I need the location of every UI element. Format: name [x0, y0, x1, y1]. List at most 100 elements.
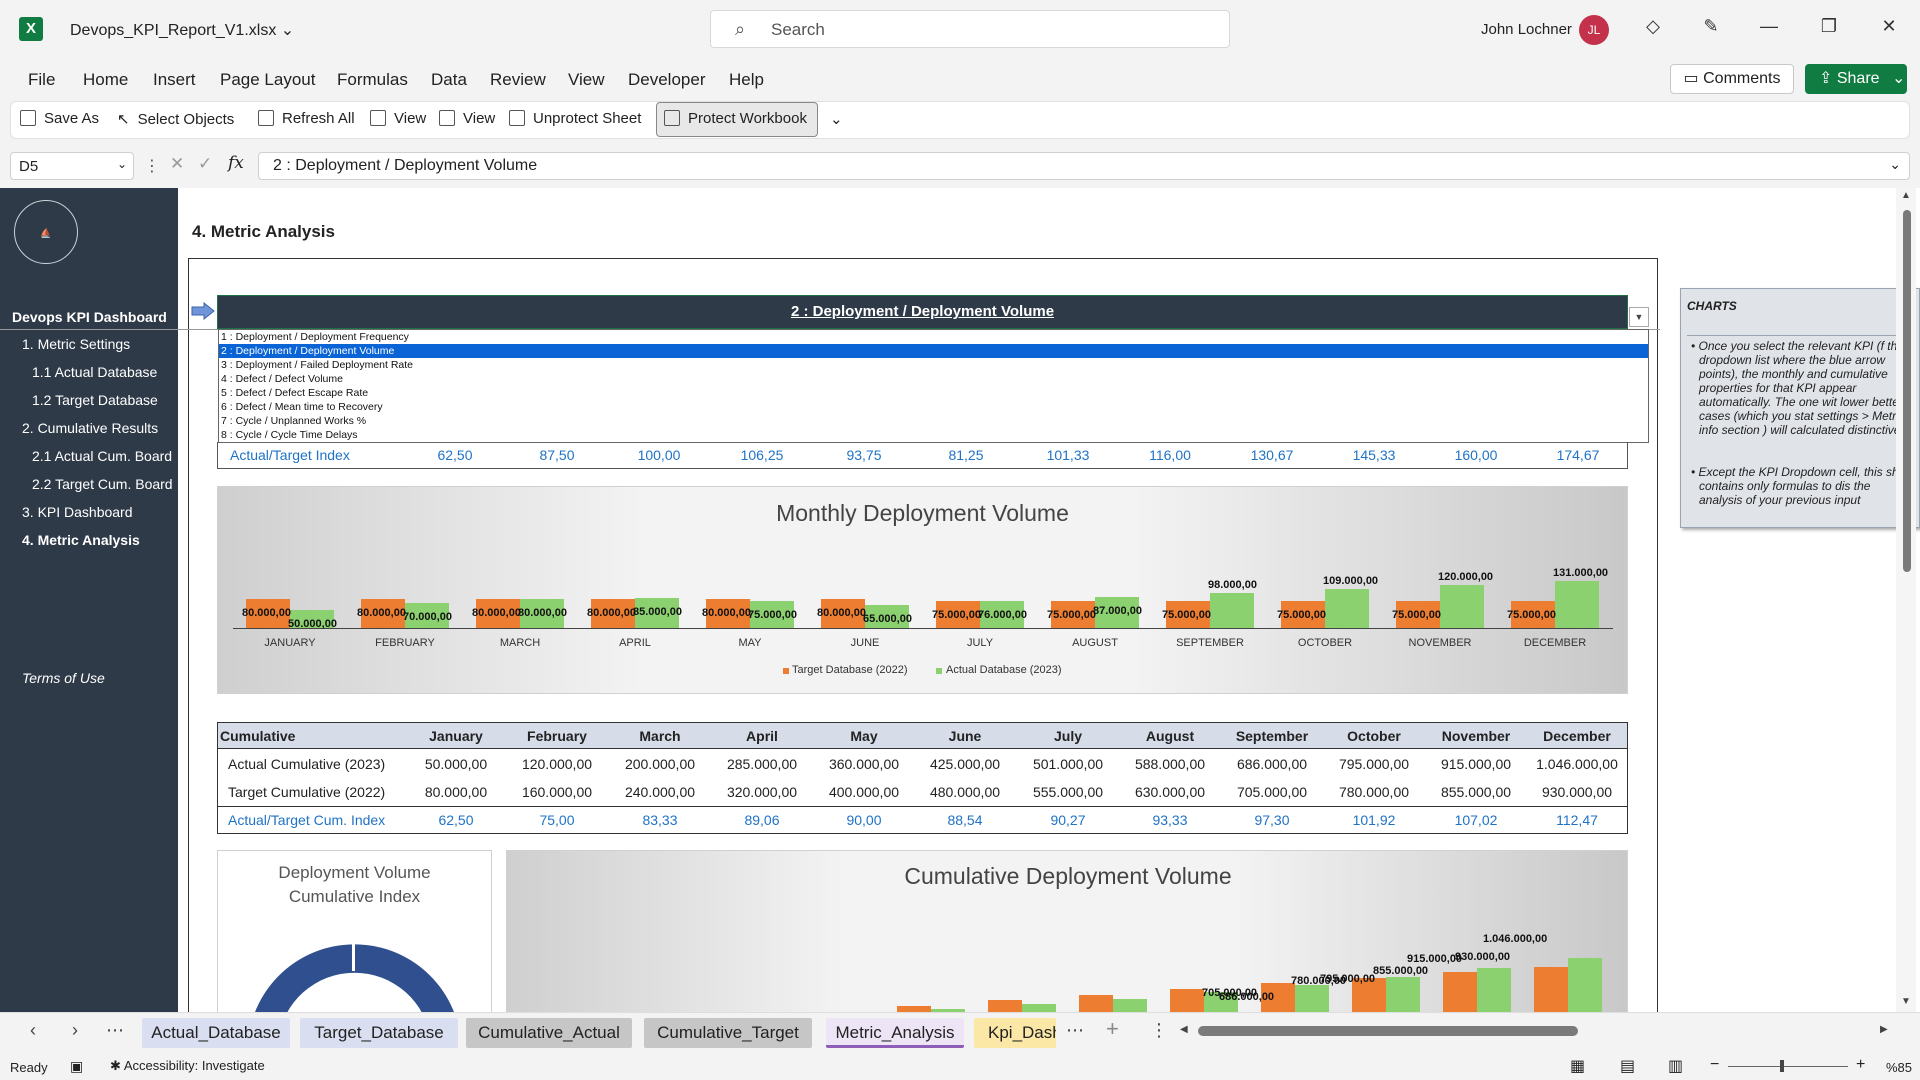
save-as-button[interactable]: Save As: [20, 110, 99, 127]
accessibility-status[interactable]: ✱ Accessibility: Investigate: [110, 1058, 265, 1074]
donut-chart-card[interactable]: Deployment Volume Cumulative Index: [217, 850, 492, 1020]
cum-index-cell: 107,02: [1454, 812, 1498, 828]
menu-help[interactable]: Help: [729, 70, 764, 89]
view-checkbox-2[interactable]: View: [439, 110, 495, 127]
tab-metric-analysis[interactable]: Metric_Analysis: [826, 1018, 964, 1048]
horizontal-scroll-thumb[interactable]: [1198, 1026, 1578, 1036]
table-cell: 588.000,00: [1134, 756, 1206, 772]
terms-of-use-link[interactable]: Terms of Use: [22, 670, 105, 686]
sidebar-item-kpi-dashboard[interactable]: 3. KPI Dashboard: [22, 504, 133, 520]
tab-kpi-dash[interactable]: Kpi_Dash: [974, 1018, 1056, 1048]
cum-target-bar: [897, 1006, 931, 1014]
page-layout-view-icon[interactable]: ▤: [1620, 1058, 1636, 1075]
share-button[interactable]: ⇪ Share ⌄: [1805, 64, 1907, 94]
tab-next-icon[interactable]: ›: [72, 1020, 78, 1040]
scroll-up-icon[interactable]: ▲: [1901, 190, 1911, 201]
target-bar: [591, 599, 635, 628]
actual-bar: [520, 599, 564, 628]
premium-diamond-icon[interactable]: ◇: [1646, 16, 1660, 36]
hscroll-left-icon[interactable]: ◀: [1180, 1024, 1188, 1035]
dropdown-option[interactable]: 8 : Cycle / Cycle Time Delays: [221, 429, 358, 441]
kpi-dropdown-list: 1 : Deployment / Deployment Frequency 2 …: [218, 329, 1649, 443]
cum-index-label: Actual/Target Cum. Index: [228, 812, 386, 828]
vertical-scroll-thumb[interactable]: [1903, 210, 1911, 572]
menu-home[interactable]: Home: [83, 70, 129, 89]
sidebar-item-target-cum-board[interactable]: 2.2 Target Cum. Board: [32, 476, 173, 492]
tab-target-database[interactable]: Target_Database: [300, 1018, 458, 1048]
sidebar-item-target-database[interactable]: 1.2 Target Database: [32, 392, 158, 408]
cumulative-table-header: [218, 723, 1627, 749]
confirm-check-icon[interactable]: ✓: [198, 154, 213, 173]
dropdown-arrow-icon[interactable]: ▼: [1629, 307, 1649, 327]
unprotect-sheet-button[interactable]: Unprotect Sheet: [509, 110, 641, 127]
restore-icon[interactable]: ❐: [1820, 16, 1838, 36]
dropdown-option[interactable]: 5 : Defect / Defect Escape Rate: [221, 387, 369, 399]
page-break-view-icon[interactable]: ▥: [1668, 1058, 1684, 1075]
target-data-label: 75.000,00: [1162, 609, 1211, 621]
refresh-all-button[interactable]: Refresh All: [258, 110, 355, 127]
search-box[interactable]: ⌕ Search: [710, 10, 1230, 48]
tab-prev-icon[interactable]: ‹: [30, 1020, 36, 1040]
expand-formula-icon[interactable]: ⌄: [1889, 156, 1901, 172]
file-name-dropdown[interactable]: Devops_KPI_Report_V1.xlsx ⌄: [70, 20, 294, 40]
menu-file[interactable]: File: [28, 70, 56, 89]
dropdown-option-selected[interactable]: 2 : Deployment / Deployment Volume: [219, 344, 1648, 358]
add-sheet-icon[interactable]: +: [1106, 1016, 1119, 1041]
macro-recorder-icon[interactable]: ▣: [70, 1058, 84, 1074]
scroll-down-icon[interactable]: ▼: [1901, 996, 1911, 1007]
dropdown-option[interactable]: 1 : Deployment / Deployment Frequency: [221, 331, 409, 343]
formula-input[interactable]: 2 : Deployment / Deployment Volume ⌄: [258, 152, 1910, 180]
menu-review[interactable]: Review: [490, 70, 546, 89]
zoom-in-icon[interactable]: +: [1856, 1056, 1866, 1073]
close-icon[interactable]: ✕: [1881, 16, 1897, 36]
menu-insert[interactable]: Insert: [153, 70, 196, 89]
tab-cumulative-target[interactable]: Cumulative_Target: [644, 1018, 812, 1048]
avatar[interactable]: JL: [1579, 15, 1609, 45]
select-objects-button[interactable]: ↖ Select Objects: [117, 110, 234, 128]
name-box[interactable]: D5 ⌄: [10, 152, 134, 180]
zoom-slider[interactable]: [1728, 1066, 1848, 1067]
tab-options-icon[interactable]: ⋮: [1150, 1020, 1168, 1040]
protect-workbook-button[interactable]: Protect Workbook: [664, 110, 807, 127]
function-icon[interactable]: fx: [228, 153, 244, 173]
menu-data[interactable]: Data: [431, 70, 467, 89]
dropdown-option[interactable]: 7 : Cycle / Unplanned Works %: [221, 415, 367, 427]
menu-developer[interactable]: Developer: [628, 70, 706, 89]
actual-bar: [290, 610, 334, 628]
menu-formulas[interactable]: Formulas: [337, 70, 408, 89]
zoom-slider-thumb[interactable]: [1780, 1060, 1784, 1072]
tab-more-icon[interactable]: ⋯: [106, 1020, 124, 1040]
sidebar-item-cumulative-results[interactable]: 2. Cumulative Results: [22, 420, 159, 436]
more-vertical-icon[interactable]: ⋮: [144, 158, 160, 175]
menu-page-layout[interactable]: Page Layout: [220, 70, 316, 89]
normal-view-icon[interactable]: ▦: [1570, 1058, 1586, 1075]
dropdown-option[interactable]: 4 : Defect / Defect Volume: [221, 373, 343, 385]
kpi-selector-cell[interactable]: 2 : Deployment / Deployment Volume: [217, 295, 1628, 329]
note-bullet-2: • Except the KPI Dropdown cell, this she…: [1691, 465, 1916, 507]
zoom-out-icon[interactable]: −: [1710, 1056, 1720, 1073]
table-header-cell: January: [429, 728, 483, 744]
monthly-chart[interactable]: [217, 486, 1628, 694]
cancel-x-icon[interactable]: ✕: [170, 154, 185, 173]
menu-view[interactable]: View: [568, 70, 605, 89]
comments-button[interactable]: ▭ Comments: [1670, 64, 1794, 94]
zoom-level[interactable]: %85: [1886, 1060, 1913, 1075]
table-cell: 1.046.000,00: [1536, 756, 1618, 772]
ribbon-more-icon[interactable]: ⌄: [830, 111, 843, 128]
month-axis-label: DECEMBER: [1523, 637, 1587, 649]
sidebar-item-metric-analysis[interactable]: 4. Metric Analysis: [22, 532, 140, 548]
dropdown-option[interactable]: 6 : Defect / Mean time to Recovery: [221, 401, 383, 413]
tab-actual-database[interactable]: Actual_Database: [142, 1018, 290, 1048]
cumulative-chart[interactable]: Cumulative Deployment Volume 705.000,00 6…: [506, 850, 1628, 1015]
sidebar-item-metric-settings[interactable]: 1. Metric Settings: [22, 336, 131, 352]
pen-icon[interactable]: ✎: [1703, 16, 1719, 36]
tab-overflow-icon[interactable]: ⋯: [1066, 1020, 1084, 1040]
dropdown-option[interactable]: 3 : Deployment / Failed Deployment Rate: [221, 359, 414, 371]
hscroll-right-icon[interactable]: ▶: [1880, 1024, 1888, 1035]
minimize-icon[interactable]: —: [1760, 16, 1778, 36]
sidebar-item-actual-database[interactable]: 1.1 Actual Database: [32, 364, 158, 380]
tab-cumulative-actual[interactable]: Cumulative_Actual: [466, 1018, 632, 1048]
view-checkbox-1[interactable]: View: [370, 110, 426, 127]
sidebar-item-actual-cum-board[interactable]: 2.1 Actual Cum. Board: [32, 448, 173, 464]
vertical-scrollbar[interactable]: [1896, 188, 1916, 1012]
